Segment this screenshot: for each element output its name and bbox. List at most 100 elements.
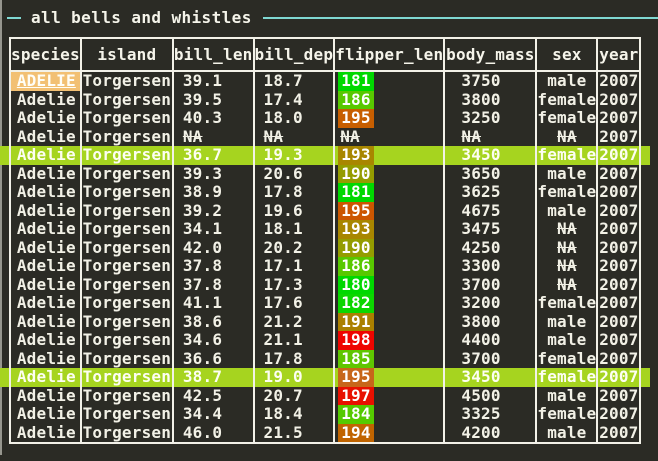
col-header-bill_dep[interactable]: bill_dep [252,37,336,72]
cell-island[interactable]: Torgersen [79,385,174,405]
cell-sex[interactable]: NA [535,256,599,276]
cell-island[interactable]: Torgersen [79,330,174,350]
cell-sex[interactable]: female [535,89,599,109]
cell-sex[interactable]: female [535,348,599,368]
cell-bill_len[interactable]: 34.6 [171,330,255,350]
cell-sex[interactable]: male [535,312,599,331]
table-row[interactable]: Adelie Torgersen NA NA NA NA NA 2007 [9,126,642,146]
cell-species[interactable]: Adelie [9,201,82,220]
cell-body_mass[interactable]: 3700 [443,275,538,294]
cell-species[interactable]: Adelie [9,330,82,350]
cell-sex[interactable]: male [535,386,599,405]
cell-bill_len[interactable]: 38.6 [171,312,255,331]
table-row[interactable]: Adelie Torgersen 41.1 17.6 182 3200 female 2007 [9,293,642,313]
cell-body_mass[interactable]: 3300 [443,256,538,276]
cell-flipper_len[interactable]: 197 [333,386,446,405]
cell-island[interactable]: Torgersen [79,367,174,387]
cell-flipper_len[interactable]: 193 [333,145,446,165]
cell-bill_dep[interactable]: 17.8 [252,349,336,368]
cell-bill_dep[interactable]: 21.2 [252,312,336,331]
cell-species[interactable]: Adelie [9,219,82,239]
cell-island[interactable]: Torgersen [79,256,174,276]
cell-species[interactable]: Adelie [9,423,82,443]
cell-bill_dep[interactable]: 18.4 [252,404,336,424]
cell-bill_dep[interactable]: 17.3 [252,275,336,294]
cell-bill_dep[interactable]: NA [252,127,336,146]
cell-flipper_len[interactable]: 195 [333,201,446,220]
cell-sex[interactable]: NA [535,275,599,294]
table-row[interactable]: Adelie Torgersen 40.3 18.0 195 3250 female 2007 [9,108,642,128]
cell-island[interactable]: Torgersen [79,163,174,183]
cell-sex[interactable]: female [535,367,599,387]
cell-island[interactable]: Torgersen [79,348,174,368]
cell-body_mass[interactable]: 4675 [443,201,538,220]
cell-flipper_len[interactable]: 194 [333,423,446,443]
cell-sex[interactable]: male [535,164,599,183]
cell-island[interactable]: Torgersen [79,274,174,294]
cell-sex[interactable]: female [535,293,599,313]
cell-sex[interactable]: NA [535,238,599,257]
cell-year[interactable]: 2007 [596,422,642,443]
cell-year[interactable]: 2007 [596,145,652,165]
cell-body_mass[interactable]: 4200 [443,423,538,443]
cell-bill_len[interactable]: 39.2 [171,201,255,220]
cell-island[interactable]: Torgersen [79,293,174,313]
cell-year[interactable]: 2007 [596,108,642,128]
cell-flipper_len[interactable]: 190 [333,164,446,183]
cell-species[interactable]: Adelie [9,238,82,257]
cell-body_mass[interactable]: 4400 [443,330,538,350]
cell-body_mass[interactable]: NA [443,127,538,146]
cell-flipper_len[interactable]: 180 [333,275,446,294]
cell-species[interactable]: Adelie [1,145,82,165]
cell-bill_len[interactable]: 37.8 [171,275,255,294]
cell-year[interactable]: 2007 [596,311,642,331]
cell-flipper_len[interactable]: 185 [333,349,446,368]
cell-year[interactable]: 2007 [596,404,642,424]
cell-island[interactable]: Torgersen [79,108,174,128]
cell-body_mass[interactable]: 3450 [443,367,538,387]
cell-body_mass[interactable]: 4250 [443,238,538,257]
cell-species[interactable]: Adelie [9,256,82,276]
cell-sex[interactable]: NA [535,219,599,239]
table-row[interactable]: Adelie Torgersen 34.1 18.1 193 3475 NA 2007 [9,219,642,239]
cell-year[interactable]: 2007 [596,89,642,109]
table-row[interactable]: Adelie Torgersen 39.3 20.6 190 3650 male 2007 [9,163,642,183]
cell-species[interactable]: Adelie [9,293,82,313]
cell-body_mass[interactable]: 3625 [443,182,538,202]
cell-bill_dep[interactable]: 21.1 [252,330,336,350]
cell-flipper_len[interactable]: 184 [333,404,446,424]
cell-bill_len[interactable]: 34.1 [171,219,255,239]
cell-bill_dep[interactable]: 18.7 [252,71,336,91]
cell-species[interactable]: Adelie [9,127,82,146]
cell-bill_len[interactable]: 42.0 [171,238,255,257]
cell-island[interactable]: Torgersen [79,311,174,331]
cell-year[interactable]: 2007 [596,330,642,350]
cell-sex[interactable]: female [535,404,599,424]
cell-species[interactable]: Adelie [9,312,82,331]
cell-island[interactable]: Torgersen [79,89,174,109]
cell-flipper_len[interactable]: 195 [333,367,446,387]
cell-bill_len[interactable]: 36.7 [171,145,255,165]
cell-body_mass[interactable]: 3750 [443,71,538,91]
cell-body_mass[interactable]: 3250 [443,108,538,128]
cell-bill_dep[interactable]: 18.0 [252,108,336,128]
cell-island[interactable]: Torgersen [79,71,174,91]
table-row[interactable]: Adelie Torgersen 38.9 17.8 181 3625 female 2007 [9,182,642,202]
cell-species[interactable]: Adelie [9,182,82,202]
cell-bill_dep[interactable]: 21.5 [252,423,336,443]
cell-body_mass[interactable]: 3700 [443,349,538,368]
cell-year[interactable]: 2007 [596,126,642,146]
cell-body_mass[interactable]: 3450 [443,145,538,165]
cell-island[interactable]: Torgersen [79,126,174,146]
col-header-flipper_len[interactable]: flipper_len [333,37,446,72]
cell-bill_len[interactable]: 40.3 [171,108,255,128]
cell-sex[interactable]: male [535,71,599,91]
cell-island[interactable]: Torgersen [79,219,174,239]
cell-body_mass[interactable]: 3800 [443,90,538,109]
cell-year[interactable]: 2007 [596,256,642,276]
cell-bill_dep[interactable]: 18.1 [252,219,336,239]
table-row[interactable]: Adelie Torgersen 36.6 17.8 185 3700 female 2007 [9,348,642,368]
cell-island[interactable]: Torgersen [79,145,174,165]
cell-flipper_len[interactable]: 181 [333,182,446,202]
table-row[interactable]: Adelie Torgersen 39.2 19.6 195 4675 male 2007 [9,201,642,220]
